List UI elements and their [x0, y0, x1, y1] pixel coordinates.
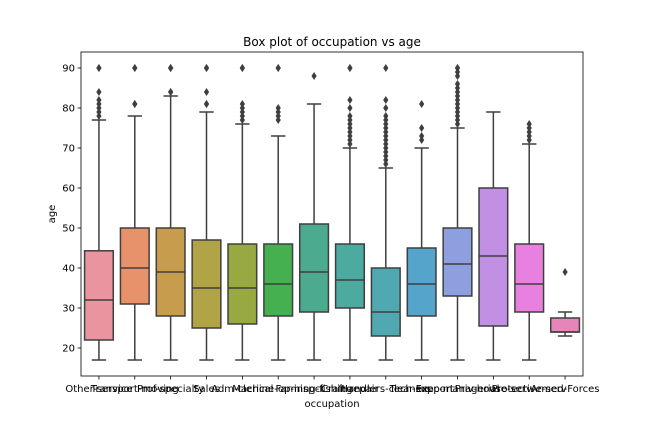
plot-area: 20 30 40 50 60 70 80 90 Other-serviceTransport-m… — [62, 64, 599, 396]
y-tick-label: 60 — [62, 184, 75, 195]
box-exec-managerial — [442, 227, 473, 297]
outlier-point — [203, 64, 210, 72]
outlier-point — [168, 64, 174, 72]
y-tick-label: 80 — [62, 104, 75, 115]
outlier-point — [419, 124, 425, 132]
y-tick-label: 90 — [62, 64, 75, 75]
outlier-point — [96, 96, 102, 104]
outlier-point — [562, 268, 568, 276]
x-tick-label: Prof-specialty — [137, 384, 204, 395]
x-tick-label: Protective-serv — [492, 384, 567, 395]
box-farming-fishing — [298, 223, 330, 313]
outlier-point — [96, 64, 102, 72]
y-axis-label: age — [47, 205, 58, 224]
outlier-point — [383, 64, 389, 72]
box-sales — [191, 239, 222, 329]
box-tech-support — [406, 247, 437, 317]
box-adm-clerical — [227, 243, 258, 325]
chart-title: Box plot of occupation vs age — [243, 35, 421, 49]
x-tick-label: Adm-clerical — [211, 384, 273, 395]
x-tick-label: Farming-fishing — [276, 384, 353, 395]
outlier-point — [239, 64, 245, 72]
x-tick-label: Transport-moving — [90, 384, 179, 395]
outlier-point — [419, 100, 425, 108]
x-tick-label: Craft-repair — [321, 384, 379, 395]
outlier-point — [454, 80, 461, 88]
x-axis-label: occupation — [304, 399, 359, 410]
outlier-point — [347, 104, 353, 112]
box-machine-op-inspct — [263, 243, 294, 317]
x-tick-label: Sales — [193, 384, 220, 395]
x-tick-label: Armed-Forces — [531, 384, 600, 395]
outlier-point — [132, 100, 138, 108]
outlier-point — [347, 64, 353, 72]
box-armed-forces — [549, 317, 581, 333]
outlier-point — [203, 100, 210, 108]
y-tick-label: 40 — [62, 264, 75, 275]
box-handlers-cleaners — [370, 267, 401, 337]
outlier-point — [275, 64, 281, 72]
y-tick-label: 20 — [62, 344, 75, 355]
x-tick-label: Machine-op-inspct — [232, 384, 324, 395]
outlier-point — [454, 64, 461, 72]
outlier-point — [383, 96, 389, 104]
y-tick-label: 70 — [62, 144, 75, 155]
box-priv-house-serv — [478, 187, 509, 327]
outlier-point — [419, 132, 425, 140]
box-other-service — [83, 250, 115, 341]
box-protective-serv — [514, 243, 545, 313]
x-tick-label: Handlers-cleaners — [341, 384, 432, 395]
outlier-point — [275, 104, 281, 112]
outlier-point — [239, 100, 245, 108]
outlier-point — [347, 96, 353, 104]
x-tick-label: Tech-support — [388, 384, 453, 395]
outlier-point — [96, 88, 102, 96]
x-tick-label: Priv-house-serv — [455, 384, 532, 395]
outlier-point — [311, 72, 317, 80]
outlier-point — [203, 88, 210, 96]
outlier-point — [168, 88, 174, 96]
x-tick-label: Other-service — [65, 384, 132, 395]
box-craft-repair — [334, 243, 366, 309]
outlier-point — [383, 112, 389, 120]
outlier-point — [383, 104, 389, 112]
plot-frame — [80, 51, 584, 377]
box-transport-moving — [119, 227, 150, 305]
x-tick-label: Exec-managerial — [416, 384, 500, 395]
y-tick-label: 50 — [62, 224, 75, 235]
outlier-point — [526, 120, 532, 128]
y-tick-label: 30 — [62, 304, 75, 315]
outlier-point — [347, 112, 353, 120]
outlier-point — [132, 64, 138, 72]
